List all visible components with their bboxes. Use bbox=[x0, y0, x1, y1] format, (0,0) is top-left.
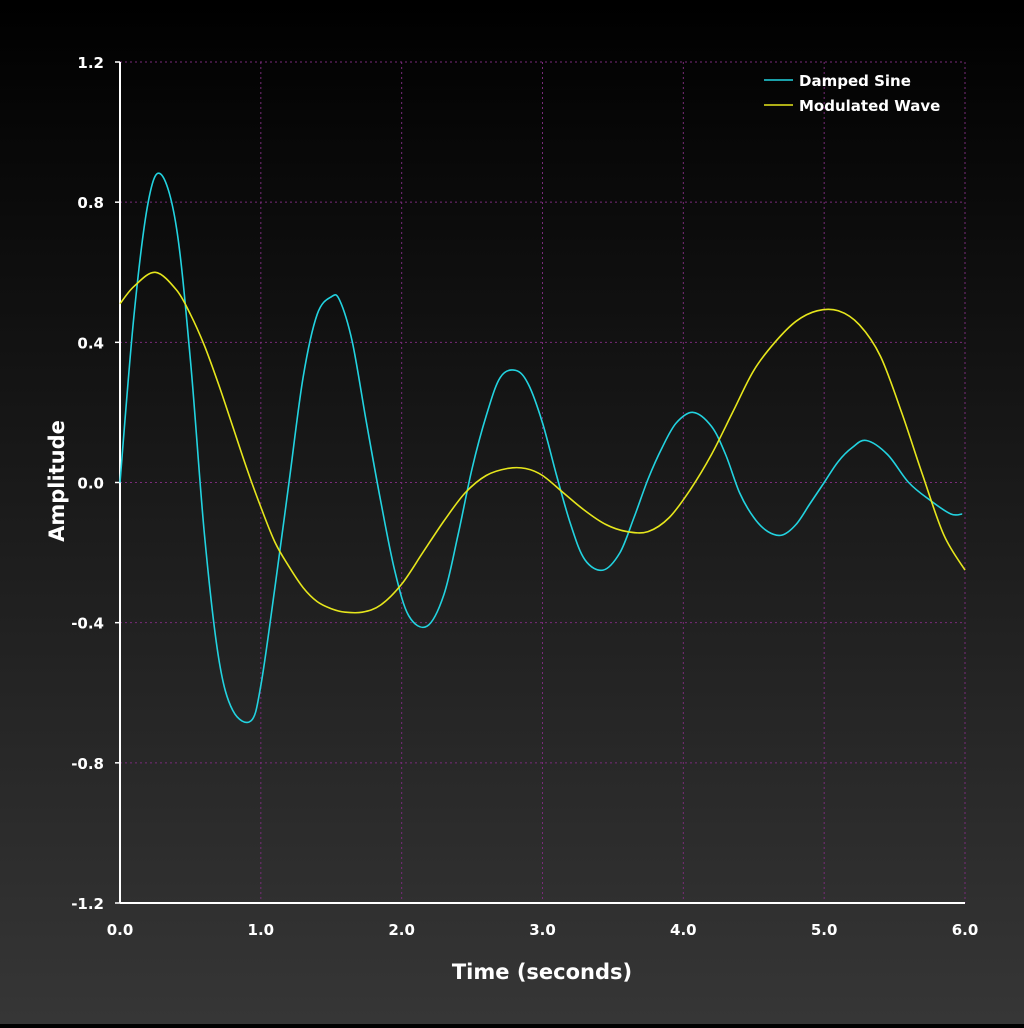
y-tick-label: -1.2 bbox=[71, 895, 104, 913]
x-tick-label: 2.0 bbox=[388, 921, 415, 939]
y-tick-label: -0.4 bbox=[71, 615, 104, 633]
y-tick-label: 1.2 bbox=[77, 54, 104, 72]
x-tick-label: 3.0 bbox=[529, 921, 556, 939]
x-tick-label: 6.0 bbox=[952, 921, 979, 939]
x-tick-label: 4.0 bbox=[670, 921, 697, 939]
legend-label-damped-sine: Damped Sine bbox=[799, 72, 911, 90]
x-tick-label: 1.0 bbox=[248, 921, 275, 939]
y-tick-label: 0.0 bbox=[77, 475, 104, 493]
y-tick-label: 0.8 bbox=[77, 194, 104, 212]
x-tick-label: 0.0 bbox=[107, 921, 134, 939]
y-axis-title: Amplitude bbox=[45, 420, 69, 542]
series-lines bbox=[119, 172, 966, 724]
y-tick-label: 0.4 bbox=[77, 334, 104, 352]
y-tick-label: -0.8 bbox=[71, 755, 104, 773]
tick-labels: 0.0 1.0 2.0 3.0 4.0 5.0 6.0 1.2 0.8 0.4 0.0 -0.4 -0.… bbox=[71, 54, 978, 939]
legend: Damped Sine Modulated Wave bbox=[764, 72, 940, 115]
x-tick-label: 5.0 bbox=[811, 921, 838, 939]
legend-label-modulated-wave: Modulated Wave bbox=[799, 97, 940, 115]
series-line-damped-sine bbox=[119, 172, 963, 724]
series-line-modulated-wave bbox=[119, 271, 966, 614]
x-axis-title: Time (seconds) bbox=[452, 960, 632, 984]
